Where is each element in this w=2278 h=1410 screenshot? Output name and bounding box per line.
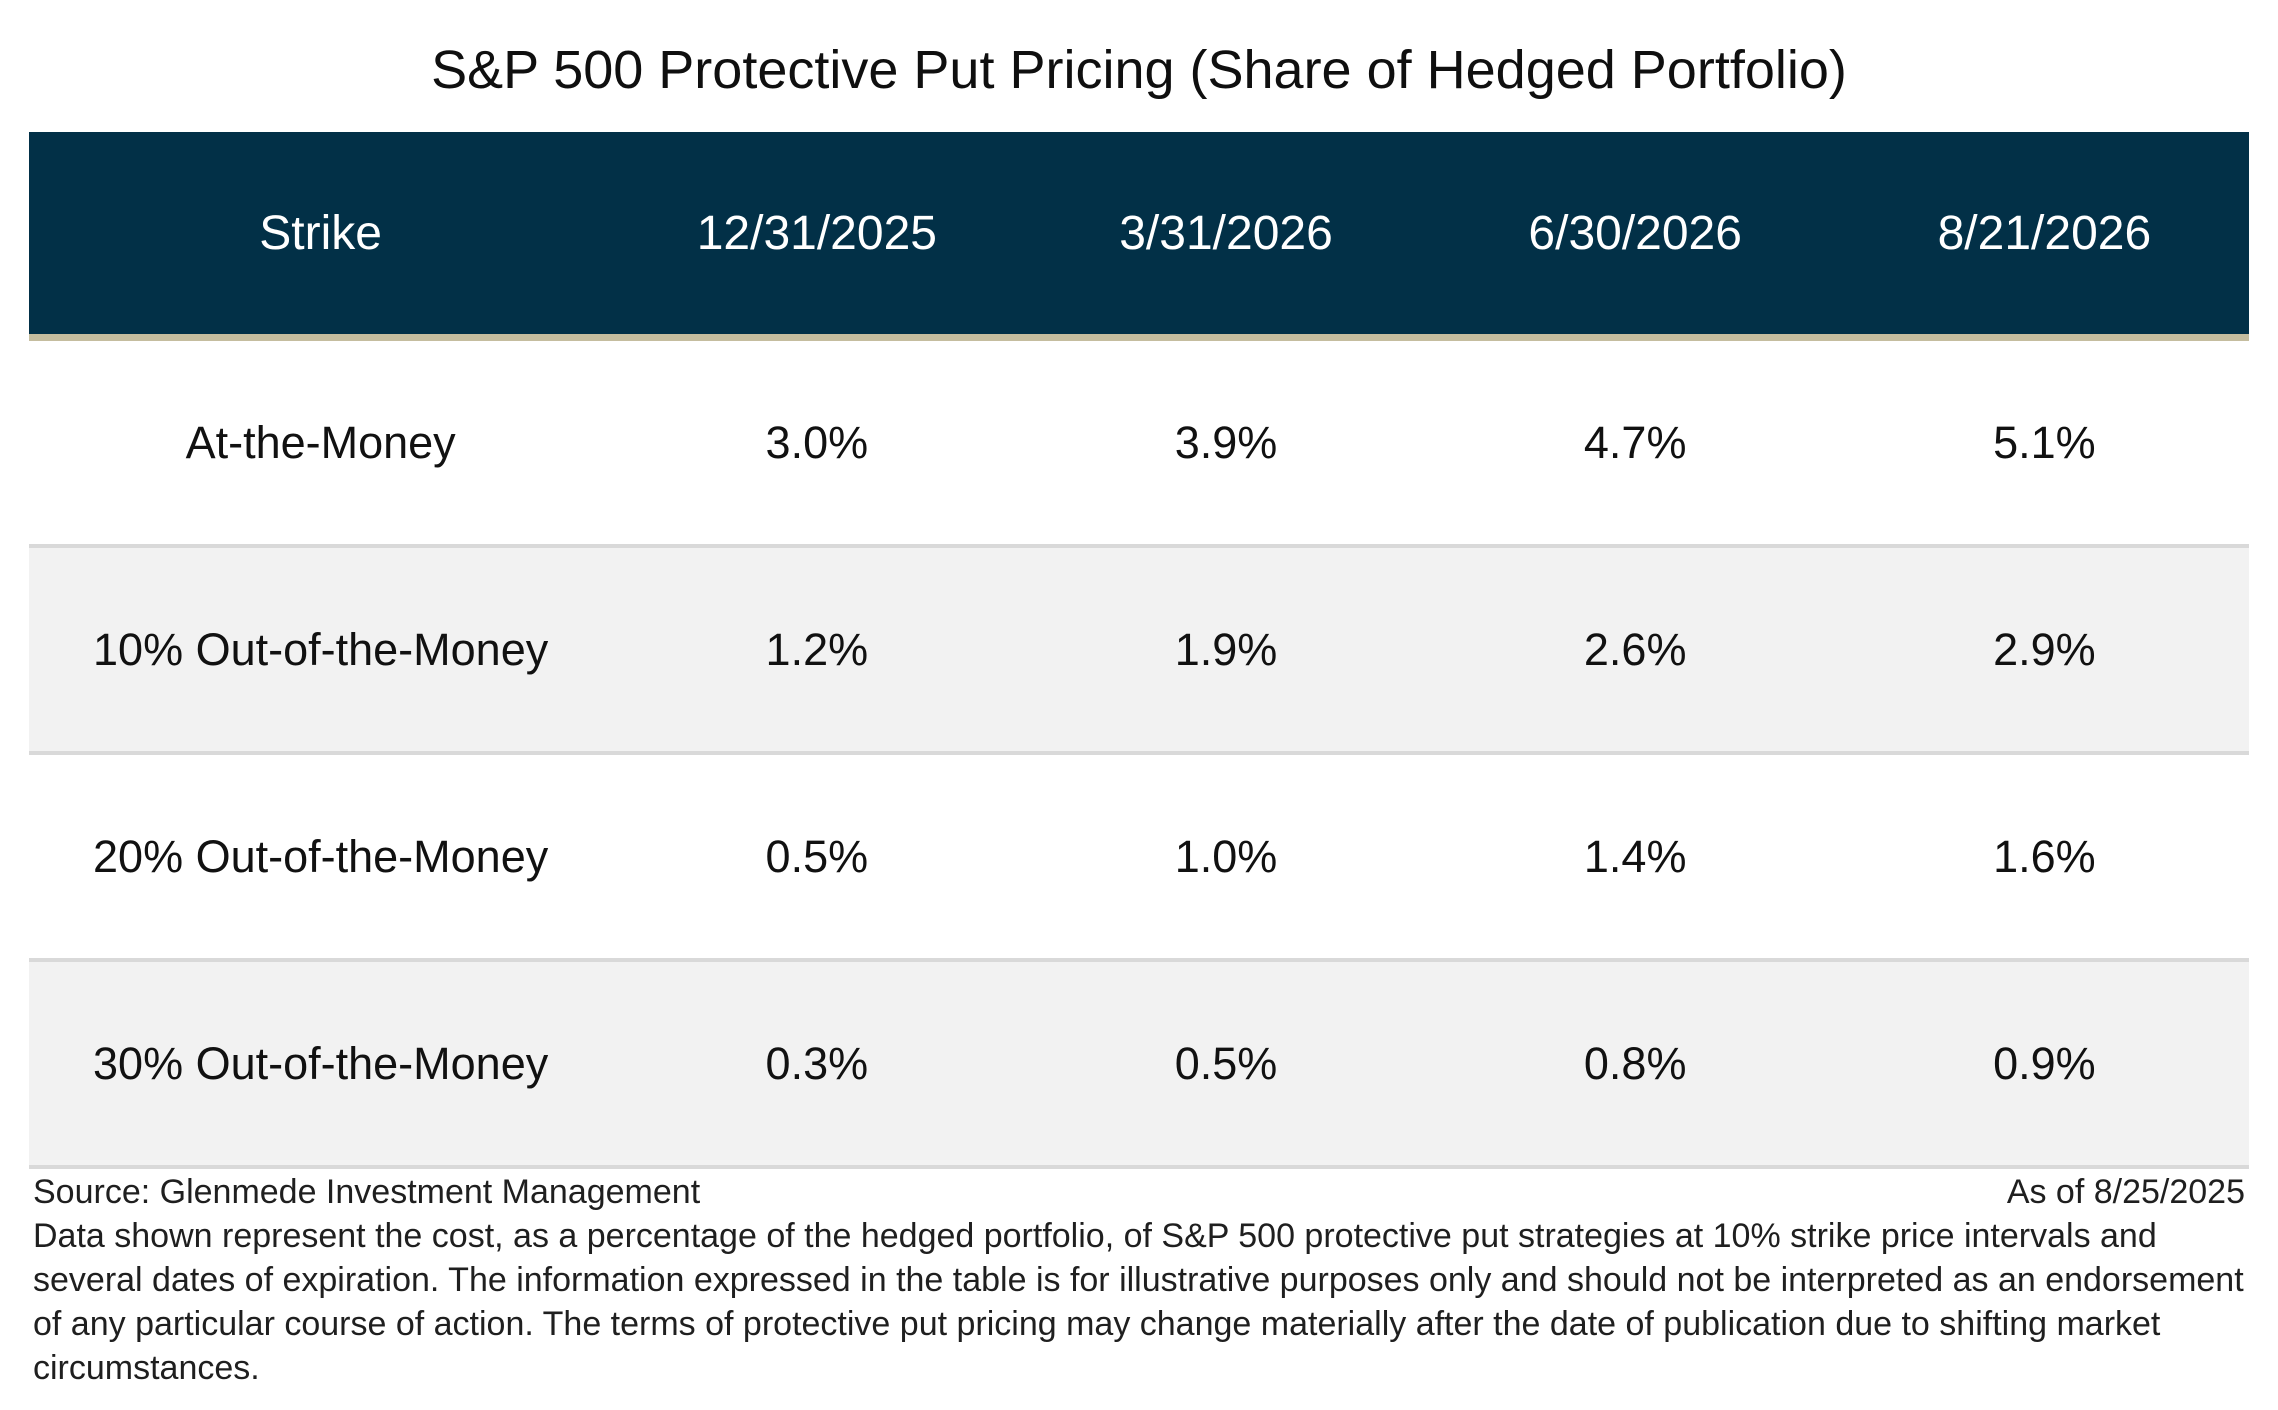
price-cell: 3.9% bbox=[1174, 416, 1278, 468]
pricing-table: Strike 12/31/2025 3/31/2026 6/30/2026 8/… bbox=[29, 132, 2249, 1169]
price-cell: 0.5% bbox=[1021, 958, 1431, 1169]
price-cell: 2.9% bbox=[1839, 544, 2249, 753]
table-row: 30% Out-of-the-Money 0.3% 0.5% 0.8% 0.9% bbox=[29, 958, 2249, 1169]
table-row: At-the-Money 3.0% 3.9% 4.7% 5.1% bbox=[29, 338, 2249, 547]
pricing-table-container: Strike 12/31/2025 3/31/2026 6/30/2026 8/… bbox=[29, 132, 2249, 1169]
strike-label: 30% Out-of-the-Money bbox=[29, 958, 613, 1169]
price-cell: 1.6% bbox=[1839, 751, 2249, 960]
price-cell: 1.4% bbox=[1430, 751, 1840, 960]
disclaimer-note: Data shown represent the cost, as a perc… bbox=[33, 1217, 2244, 1387]
header-strike: Strike bbox=[29, 132, 613, 341]
header-row: Strike 12/31/2025 3/31/2026 6/30/2026 8/… bbox=[29, 132, 2249, 341]
price-cell: 1.9% bbox=[1021, 544, 1431, 753]
header-date: 12/31/2025 bbox=[612, 132, 1022, 341]
source-note: Source: Glenmede Investment Management bbox=[33, 1173, 701, 1211]
price-cell: 0.9% bbox=[1839, 958, 2249, 1169]
page-title: S&P 500 Protective Put Pricing (Share of… bbox=[431, 40, 1847, 100]
table-body: At-the-Money 3.0% 3.9% 4.7% 5.1% 10% Out… bbox=[29, 338, 2249, 1169]
table-row: 10% Out-of-the-Money 1.2% 1.9% 2.6% 2.9% bbox=[29, 544, 2249, 753]
price-cell: 1.2% bbox=[612, 544, 1022, 753]
strike-label: 20% Out-of-the-Money bbox=[29, 751, 613, 960]
footer-top-line: Source: Glenmede Investment Management A… bbox=[33, 1170, 2245, 1214]
header-date: 8/21/2026 bbox=[1839, 132, 2249, 341]
strike-label: 10% Out-of-the-Money bbox=[29, 544, 613, 753]
price-cell: 1.0% bbox=[1021, 751, 1431, 960]
price-cell: 4.7% bbox=[1583, 416, 1687, 468]
price-cell: 0.8% bbox=[1430, 958, 1840, 1169]
footer: Source: Glenmede Investment Management A… bbox=[33, 1170, 2245, 1390]
table-row: 20% Out-of-the-Money 0.5% 1.0% 1.4% 1.6% bbox=[29, 751, 2249, 960]
price-cell: 3.0% bbox=[765, 416, 869, 468]
header-date: 6/30/2026 bbox=[1430, 132, 1840, 341]
price-cell: 0.5% bbox=[612, 751, 1022, 960]
strike-label: At-the-Money bbox=[185, 416, 456, 468]
header-date: 3/31/2026 bbox=[1021, 132, 1431, 341]
price-cell: 2.6% bbox=[1430, 544, 1840, 753]
price-cell: 0.3% bbox=[612, 958, 1022, 1169]
as-of-date: As of 8/25/2025 bbox=[2006, 1173, 2245, 1211]
price-cell: 5.1% bbox=[1993, 416, 2096, 468]
table-header: Strike 12/31/2025 3/31/2026 6/30/2026 8/… bbox=[29, 132, 2249, 341]
